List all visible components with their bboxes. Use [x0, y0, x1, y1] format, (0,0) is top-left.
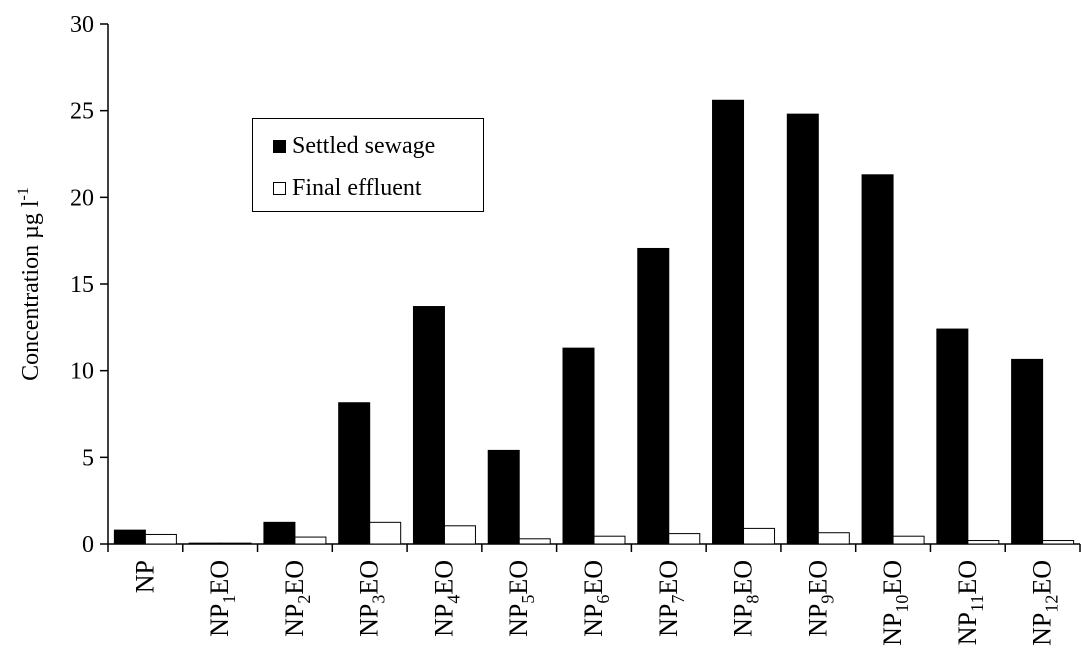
- x-tick-label: NP2EO: [280, 560, 314, 637]
- x-tick-label: NP3EO: [355, 560, 389, 637]
- x-tick-label: NP1EO: [205, 560, 239, 637]
- bar-final-effluent: [817, 532, 850, 545]
- y-tick-label: 5: [82, 445, 94, 471]
- y-tick-label: 0: [82, 532, 94, 558]
- bar-settled-sewage: [712, 99, 745, 545]
- legend-swatch-final-effluent: [273, 182, 286, 195]
- bar-settled-sewage: [861, 174, 894, 545]
- x-tick-label: NP7EO: [654, 560, 688, 637]
- bar-settled-sewage: [562, 347, 595, 545]
- y-tick-label: 30: [70, 12, 94, 38]
- x-tick-label: NP11EO: [953, 560, 987, 645]
- bar-final-effluent: [743, 527, 776, 545]
- bar-final-effluent: [593, 535, 626, 545]
- legend-label-final-effluent: Final effluent: [292, 175, 422, 201]
- bar-final-effluent: [443, 525, 476, 545]
- x-tick-label: NP8EO: [729, 560, 763, 637]
- bar-settled-sewage: [1011, 358, 1044, 545]
- bar-settled-sewage: [786, 113, 819, 545]
- y-tick-label: 20: [70, 185, 94, 211]
- x-tick-label: NP4EO: [429, 560, 463, 637]
- x-tick-label: NP9EO: [803, 560, 837, 637]
- bar-settled-sewage: [637, 247, 670, 545]
- bar-final-effluent: [369, 521, 402, 545]
- y-tick-label: 10: [70, 359, 94, 385]
- bar-settled-sewage: [412, 306, 445, 545]
- bar-final-effluent: [892, 535, 925, 545]
- x-tick-label: NP10EO: [878, 560, 912, 646]
- bar-settled-sewage: [487, 449, 520, 545]
- bar-settled-sewage: [936, 328, 969, 545]
- bar-final-effluent: [219, 542, 252, 545]
- bar-final-effluent: [294, 536, 327, 545]
- bar-final-effluent: [668, 533, 701, 545]
- legend-label-settled-sewage: Settled sewage: [292, 133, 436, 159]
- bar-final-effluent: [518, 538, 551, 545]
- y-tick-label: 15: [70, 272, 94, 298]
- x-tick-label: NP6EO: [579, 560, 613, 637]
- bar-settled-sewage: [113, 529, 146, 545]
- bar-final-effluent: [967, 540, 1000, 545]
- legend-item-settled-sewage: Settled sewage: [273, 133, 435, 160]
- x-tick-label: NP: [130, 560, 159, 593]
- bar-final-effluent: [1042, 540, 1075, 545]
- bar-settled-sewage: [188, 542, 221, 545]
- bar-final-effluent: [144, 533, 177, 545]
- bar-settled-sewage: [263, 521, 296, 545]
- legend-swatch-settled-sewage: [273, 140, 286, 153]
- legend-item-final-effluent: Final effluent: [273, 175, 422, 202]
- bar-settled-sewage: [338, 402, 371, 545]
- y-tick-label: 25: [70, 99, 94, 125]
- x-tick-label: NP12EO: [1028, 560, 1062, 646]
- y-axis-label: Concentration µg l-1: [15, 187, 44, 381]
- legend: Settled sewage Final effluent: [252, 118, 484, 212]
- x-tick-label: NP5EO: [504, 560, 538, 637]
